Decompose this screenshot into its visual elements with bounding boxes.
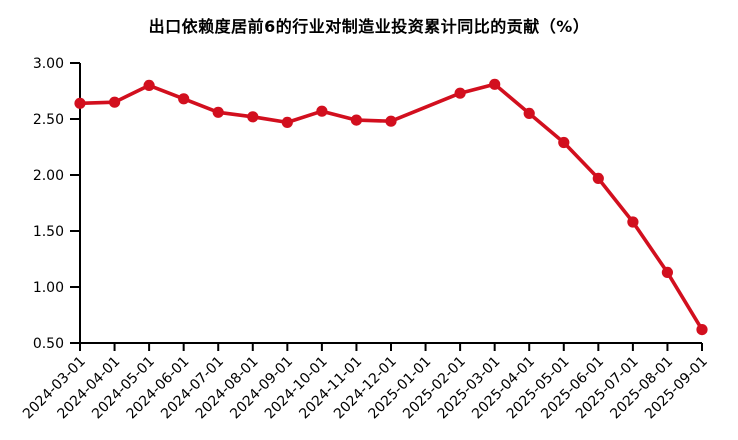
y-tick-label: 2.50 [33,112,64,128]
data-point [316,105,328,117]
data-point [281,116,293,128]
y-tick-label: 3.00 [33,56,64,72]
y-tick-label: 1.50 [33,224,64,240]
data-point [385,115,397,127]
data-point [212,106,224,118]
data-point [74,97,86,109]
data-point [143,79,155,91]
data-point [627,216,639,228]
data-point [592,172,604,184]
y-tick-label: 0.50 [33,336,64,352]
data-point [489,78,501,90]
y-tick-label: 2.00 [33,168,64,184]
data-point [523,107,535,119]
data-point [350,114,362,126]
data-point [696,324,708,336]
y-tick-label: 1.00 [33,280,64,296]
data-point [178,93,190,105]
data-point [454,87,466,99]
data-point [661,266,674,278]
data-point [109,96,121,108]
data-line [78,82,704,332]
data-point [558,136,570,149]
data-point [247,111,259,123]
chart-title: 出口依赖度居前6的行业对制造业投资累计同比的贡献（%） [148,17,590,36]
